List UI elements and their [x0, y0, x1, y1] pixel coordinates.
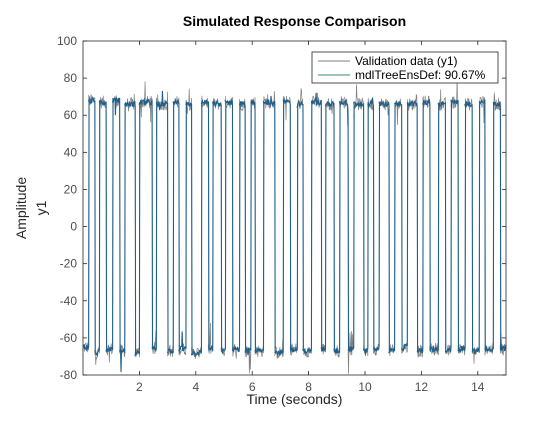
series-layer — [82, 75, 507, 374]
y-axis-label-inner: y1 — [33, 200, 49, 215]
y-tick-label: 60 — [64, 108, 78, 122]
y-tick-label: 80 — [64, 71, 78, 85]
x-tick-label: 4 — [192, 380, 199, 394]
y-tick-label: 40 — [64, 145, 78, 159]
y-tick-label: -60 — [60, 331, 78, 345]
legend: Validation data (y1) mdlTreeEnsDef: 90.6… — [311, 51, 499, 84]
axes-box — [82, 40, 507, 376]
x-axis-label: Time (seconds) — [247, 391, 343, 407]
y-tick-label: 0 — [70, 220, 77, 234]
tick-layer: 2 4 6 8 10 12 14 -80 -60 -40 -20 0 20 40 60 80 100 — [57, 34, 506, 394]
plot-area — [83, 41, 506, 375]
x-tick-label: 10 — [358, 380, 372, 394]
legend-box — [311, 51, 499, 84]
x-tick-label: 14 — [471, 380, 485, 394]
legend-label-validation: Validation data (y1) — [355, 54, 458, 68]
y-tick-label: -20 — [60, 257, 78, 271]
y-tick-label: 100 — [57, 34, 77, 48]
x-tick-label: 6 — [249, 380, 256, 394]
y-axis-label-outer: Amplitude — [13, 177, 29, 239]
series-line-model — [82, 91, 507, 373]
legend-label-model: mdlTreeEnsDef: 90.67% — [355, 68, 486, 82]
x-tick-label: 8 — [305, 380, 312, 394]
x-tick-label: 12 — [415, 380, 429, 394]
x-tick-label: 2 — [136, 380, 143, 394]
y-tick-label: -40 — [60, 294, 78, 308]
series-line-validation — [82, 75, 507, 374]
chart-title: Simulated Response Comparison — [183, 13, 406, 29]
y-tick-label: 20 — [64, 182, 78, 196]
y-tick-label: -80 — [60, 368, 78, 382]
